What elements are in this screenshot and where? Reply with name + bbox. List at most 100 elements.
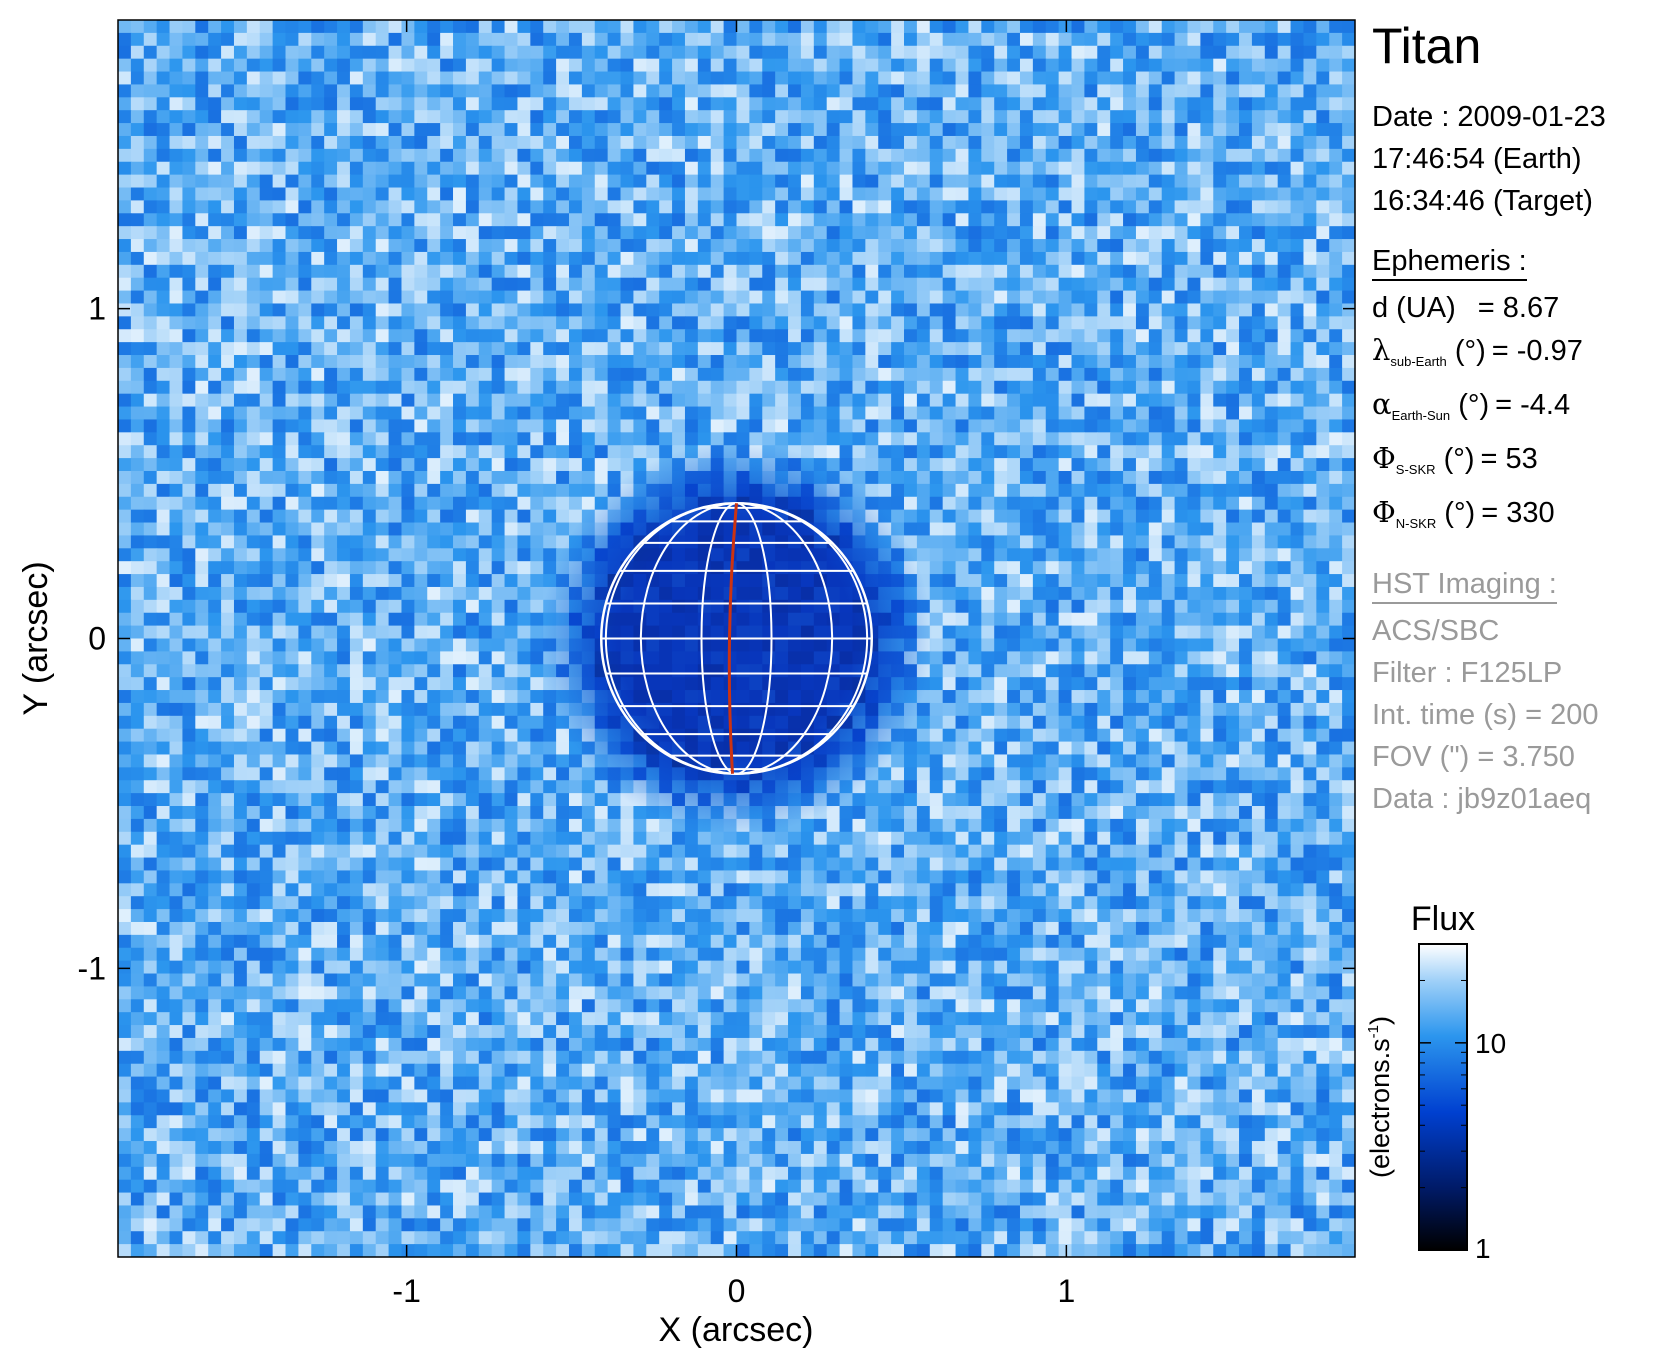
flux-pixel bbox=[478, 58, 493, 73]
flux-pixel bbox=[156, 123, 171, 137]
flux-pixel bbox=[1058, 393, 1073, 408]
flux-pixel bbox=[169, 625, 184, 640]
flux-pixel bbox=[659, 393, 673, 408]
flux-pixel bbox=[1290, 97, 1305, 111]
flux-pixel bbox=[1226, 638, 1240, 652]
flux-pixel bbox=[169, 406, 184, 421]
flux-pixel bbox=[311, 561, 325, 575]
flux-pixel bbox=[504, 599, 519, 614]
flux-pixel bbox=[1058, 200, 1073, 214]
flux-pixel bbox=[1290, 303, 1305, 317]
flux-pixel bbox=[1084, 213, 1098, 227]
flux-pixel bbox=[1187, 458, 1201, 472]
flux-pixel bbox=[839, 187, 854, 201]
flux-pixel bbox=[1239, 71, 1253, 86]
flux-pixel bbox=[633, 393, 647, 408]
flux-pixel bbox=[298, 71, 312, 86]
flux-pixel bbox=[517, 612, 531, 627]
flux-pixel bbox=[813, 342, 828, 356]
flux-pixel bbox=[156, 239, 171, 253]
flux-pixel bbox=[1019, 638, 1034, 652]
flux-pixel bbox=[530, 483, 544, 498]
flux-pixel bbox=[1251, 367, 1266, 382]
flux-pixel bbox=[1019, 458, 1034, 472]
flux-pixel bbox=[710, 264, 725, 279]
flux-pixel bbox=[118, 535, 132, 549]
flux-pixel bbox=[1084, 84, 1098, 98]
flux-pixel bbox=[1123, 264, 1137, 279]
flux-pixel bbox=[491, 470, 506, 485]
flux-pixel bbox=[1071, 625, 1086, 640]
flux-pixel bbox=[143, 496, 158, 511]
flux-pixel bbox=[440, 548, 454, 562]
flux-pixel bbox=[1019, 677, 1034, 691]
flux-pixel bbox=[1200, 509, 1214, 524]
flux-pixel bbox=[491, 586, 506, 601]
flux-pixel bbox=[427, 316, 441, 330]
flux-pixel bbox=[1239, 45, 1253, 60]
flux-pixel bbox=[182, 367, 196, 382]
flux-pixel bbox=[414, 483, 428, 498]
flux-pixel bbox=[375, 84, 390, 98]
flux-pixel bbox=[1342, 97, 1355, 111]
flux-pixel bbox=[955, 187, 970, 201]
flux-pixel bbox=[839, 419, 854, 433]
flux-pixel bbox=[143, 213, 158, 227]
flux-pixel bbox=[1045, 45, 1060, 60]
flux-pixel bbox=[195, 522, 209, 537]
flux-pixel bbox=[607, 45, 622, 60]
flux-pixel bbox=[208, 625, 222, 640]
flux-pixel bbox=[118, 213, 132, 227]
flux-pixel bbox=[311, 84, 325, 98]
flux-pixel bbox=[272, 342, 287, 356]
flux-pixel bbox=[272, 45, 287, 60]
flux-pixel bbox=[169, 174, 184, 189]
flux-pixel bbox=[517, 445, 531, 459]
flux-pixel bbox=[1045, 445, 1060, 459]
flux-pixel bbox=[169, 419, 184, 433]
flux-pixel bbox=[916, 316, 931, 330]
flux-pixel bbox=[620, 110, 635, 124]
flux-pixel bbox=[1329, 638, 1343, 652]
flux-pixel bbox=[1032, 586, 1047, 601]
flux-pixel bbox=[298, 677, 312, 691]
flux-pixel bbox=[285, 123, 299, 137]
flux-pixel bbox=[388, 277, 403, 292]
flux-pixel bbox=[955, 84, 970, 98]
flux-pixel bbox=[556, 20, 570, 34]
flux-pixel bbox=[800, 148, 815, 163]
flux-pixel bbox=[337, 638, 351, 652]
flux-pixel bbox=[478, 406, 493, 421]
flux-pixel bbox=[1187, 406, 1201, 421]
flux-pixel bbox=[994, 251, 1008, 266]
flux-pixel bbox=[233, 367, 248, 382]
flux-pixel bbox=[1123, 458, 1137, 472]
flux-pixel bbox=[594, 303, 609, 317]
flux-pixel bbox=[1342, 226, 1355, 240]
flux-pixel bbox=[311, 380, 325, 395]
flux-pixel bbox=[775, 264, 789, 279]
flux-pixel bbox=[169, 161, 184, 176]
flux-pixel bbox=[440, 677, 454, 691]
flux-pixel bbox=[826, 110, 841, 124]
flux-pixel bbox=[491, 45, 506, 60]
flux-pixel bbox=[581, 97, 596, 111]
flux-pixel bbox=[594, 148, 609, 163]
flux-pixel bbox=[298, 187, 312, 201]
flux-pixel bbox=[581, 135, 596, 150]
flux-pixel bbox=[1007, 45, 1021, 60]
flux-pixel bbox=[1058, 612, 1073, 627]
flux-pixel bbox=[1123, 20, 1137, 34]
flux-pixel bbox=[594, 251, 609, 266]
flux-pixel bbox=[427, 329, 441, 343]
flux-pixel bbox=[169, 148, 184, 163]
flux-pixel bbox=[375, 548, 390, 562]
flux-pixel bbox=[1007, 470, 1021, 485]
flux-pixel bbox=[556, 135, 570, 150]
flux-pixel bbox=[620, 239, 635, 253]
flux-pixel bbox=[929, 496, 944, 511]
flux-pixel bbox=[994, 651, 1008, 665]
flux-pixel bbox=[800, 239, 815, 253]
flux-pixel bbox=[955, 277, 970, 292]
flux-pixel bbox=[130, 342, 145, 356]
